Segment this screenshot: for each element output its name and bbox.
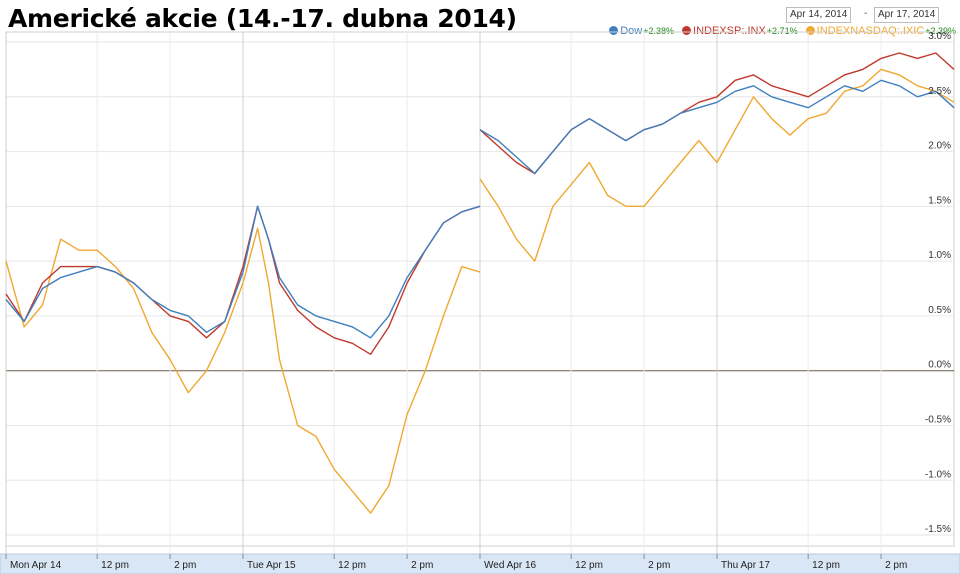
series-line-dow-day2: [242, 205, 481, 339]
start-date-field[interactable]: Apr 14, 2014: [786, 7, 852, 23]
legend-dot-icon: [805, 26, 815, 35]
series-lines: [5, 52, 955, 514]
x-tick-label: 12 pm: [338, 560, 366, 571]
legend-change-dow: +2.38%: [643, 26, 674, 36]
grid: [5, 31, 955, 554]
end-date-field[interactable]: Apr 17, 2014: [874, 7, 940, 23]
y-tick-label: 0.5%: [928, 305, 951, 316]
legend-change-nasdaq: +2.39%: [925, 26, 956, 36]
y-tick-label: 3.0%: [928, 31, 951, 42]
legend-item-sp[interactable]: INDEXSP:.INX+2.71%: [682, 25, 798, 37]
y-tick-label: -0.5%: [925, 414, 951, 425]
x-tick-label: 12 pm: [101, 560, 129, 571]
x-tick-label: 2 pm: [174, 560, 196, 571]
legend-dot-icon: [682, 26, 692, 35]
legend-label-nasdaq: INDEXNASDAQ:.IXIC: [816, 25, 925, 37]
y-tick-label: 2.0%: [928, 141, 951, 152]
x-tick-label: 12 pm: [575, 560, 603, 571]
x-tick-label: 12 pm: [812, 560, 840, 571]
x-tick-label: 2 pm: [885, 560, 907, 571]
x-tick-label: Wed Apr 16: [484, 560, 537, 571]
x-tick-label: 2 pm: [648, 560, 670, 571]
page-title: Americké akcie (14.-17. dubna 2014): [8, 4, 517, 33]
y-tick-label: 0.0%: [928, 360, 951, 371]
legend-item-dow[interactable]: Dow+2.38%: [609, 25, 674, 37]
y-axis-ticks: 3.0% 2.5% 2.0% 1.5% 1.0% 0.5% 0.0% -0.5% -1.0% -1…: [925, 31, 951, 535]
legend-label-sp: INDEXSP:.INX: [693, 25, 766, 37]
x-tick-label: Mon Apr 14: [10, 560, 62, 571]
legend-label-dow: Dow: [620, 25, 643, 37]
series-line-dow-day1: [5, 265, 244, 333]
x-tick-label: 2 pm: [411, 560, 433, 571]
y-tick-label: -1.0%: [925, 469, 951, 480]
legend-item-nasdaq[interactable]: INDEXNASDAQ:.IXIC+2.39%: [805, 25, 956, 37]
series-line-indexnasdaq-ixic-day3: [479, 68, 955, 262]
series-line-dow-day3: [479, 79, 955, 175]
chart-legend: Dow+2.38% INDEXSP:.INX+2.71% INDEXNASDAQ…: [604, 25, 956, 37]
legend-change-sp: +2.71%: [766, 26, 798, 36]
legend-dot-icon: [609, 26, 619, 35]
series-line-indexnasdaq-ixic-day2: [242, 227, 481, 514]
y-tick-label: 1.0%: [928, 250, 951, 261]
y-tick-label: 1.5%: [928, 195, 951, 206]
x-axis: Mon Apr 14 12 pm 2 pm Tue Apr 15 12 pm 2 pm We…: [0, 553, 960, 574]
y-tick-label: -1.5%: [925, 524, 951, 535]
x-tick-label: Thu Apr 17: [721, 560, 770, 571]
y-tick-label: 2.5%: [928, 86, 951, 97]
x-tick-label: Tue Apr 15: [247, 560, 296, 571]
date-range-separator: -: [864, 8, 868, 19]
